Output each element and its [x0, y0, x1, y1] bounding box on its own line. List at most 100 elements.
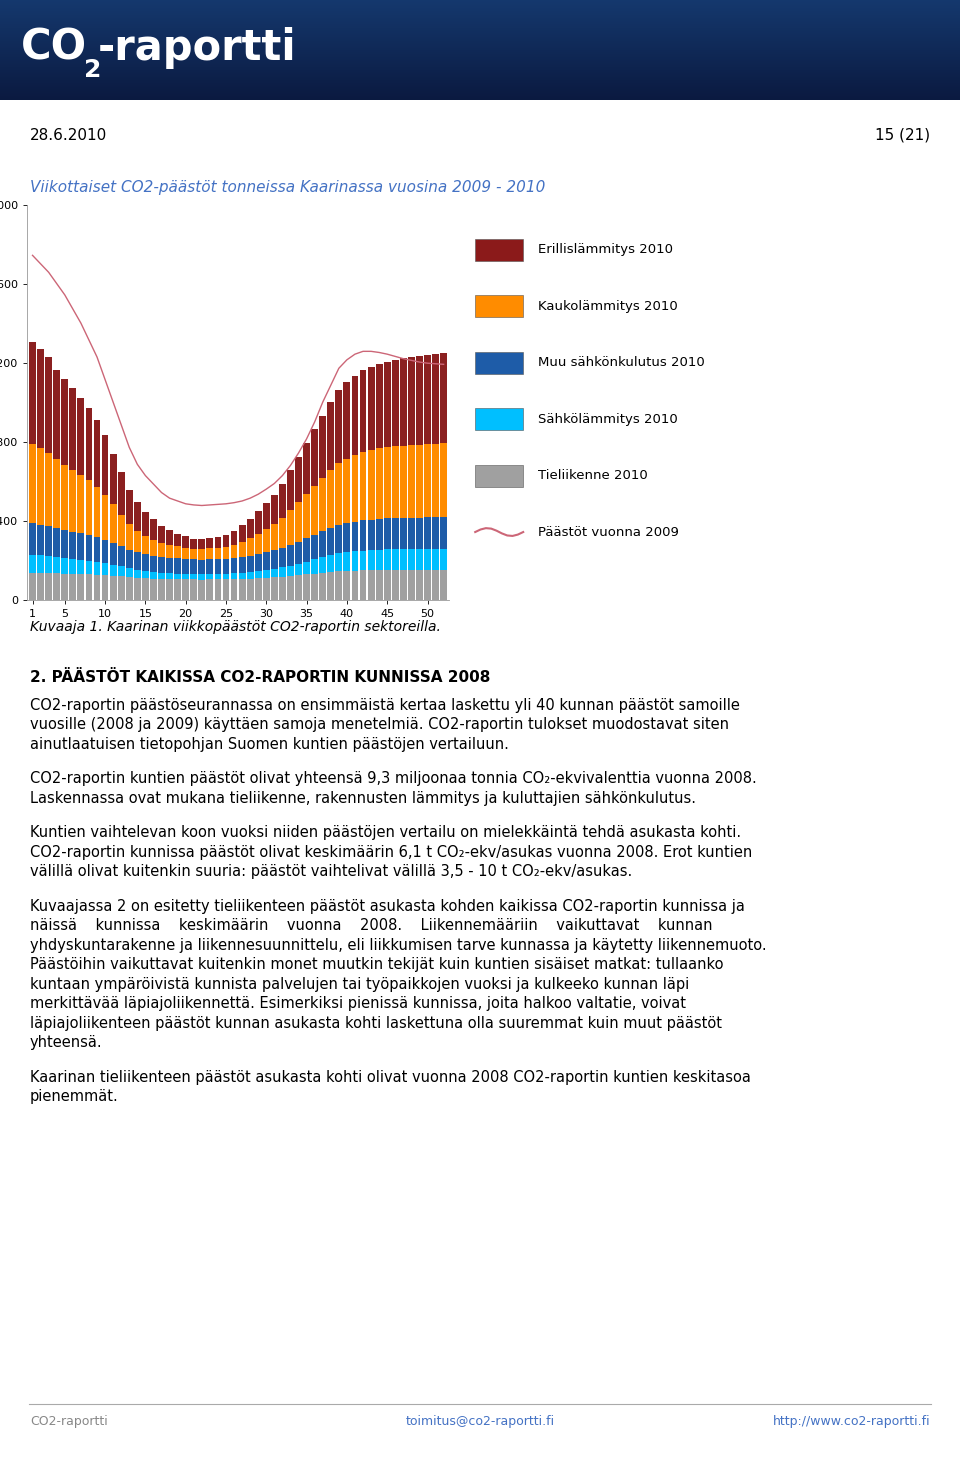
- Bar: [279, 567, 286, 577]
- Bar: [320, 558, 326, 572]
- Bar: [126, 549, 132, 568]
- Bar: [206, 574, 213, 580]
- Bar: [263, 569, 270, 578]
- Text: vuosille (2008 ja 2009) käyttäen samoja menetelmiä. CO2-raportin tulokset muodos: vuosille (2008 ja 2009) käyttäen samoja …: [30, 717, 729, 732]
- Text: Tieliikenne 2010: Tieliikenne 2010: [538, 468, 647, 482]
- Text: 2: 2: [84, 57, 102, 82]
- Bar: [190, 559, 197, 574]
- Text: Kuntien vaihtelevan koon vuoksi niiden päästöjen vertailu on mielekkäintä tehdä : Kuntien vaihtelevan koon vuoksi niiden p…: [30, 826, 741, 840]
- Bar: [344, 552, 350, 571]
- Bar: [287, 470, 294, 509]
- Bar: [133, 569, 141, 578]
- Bar: [392, 518, 398, 549]
- Bar: [182, 574, 189, 580]
- Bar: [335, 553, 343, 571]
- Bar: [118, 514, 125, 546]
- Bar: [271, 550, 277, 568]
- Bar: [190, 539, 197, 549]
- Bar: [384, 569, 391, 600]
- Bar: [247, 572, 253, 578]
- Bar: [223, 559, 229, 574]
- Bar: [432, 549, 439, 569]
- Bar: [351, 376, 358, 455]
- Bar: [61, 464, 68, 530]
- Bar: [311, 559, 318, 574]
- Bar: [142, 536, 149, 553]
- Bar: [69, 470, 76, 531]
- Bar: [327, 555, 334, 572]
- Bar: [400, 518, 407, 549]
- Text: pienemmät.: pienemmät.: [30, 1089, 119, 1104]
- Bar: [400, 359, 407, 445]
- Bar: [142, 512, 149, 536]
- Bar: [37, 555, 44, 572]
- Bar: [78, 398, 84, 474]
- Bar: [254, 578, 262, 600]
- Bar: [109, 454, 116, 505]
- Bar: [424, 517, 431, 549]
- Text: Kuvaajassa 2 on esitetty tieliikenteen päästöt asukasta kohden kaikissa CO2-rapo: Kuvaajassa 2 on esitetty tieliikenteen p…: [30, 899, 745, 914]
- Bar: [158, 556, 165, 572]
- Bar: [441, 549, 447, 569]
- Bar: [263, 578, 270, 600]
- Bar: [400, 549, 407, 569]
- Text: CO2-raportti: CO2-raportti: [30, 1416, 108, 1429]
- Bar: [475, 351, 523, 373]
- Bar: [384, 549, 391, 569]
- Bar: [351, 455, 358, 521]
- Text: kuntaan ympäröivistä kunnista palvelujen tai työpaikkojen vuoksi ja kulkeeko kun: kuntaan ympäröivistä kunnista palvelujen…: [30, 976, 689, 991]
- Bar: [126, 524, 132, 549]
- Text: yhdyskuntarakenne ja liikennesuunnittelu, eli liikkumisen tarve kunnassa ja käyt: yhdyskuntarakenne ja liikennesuunnittelu…: [30, 938, 767, 953]
- Bar: [311, 429, 318, 486]
- Bar: [295, 564, 302, 575]
- Bar: [424, 569, 431, 600]
- Text: CO: CO: [21, 26, 87, 69]
- Bar: [29, 555, 36, 572]
- Bar: [368, 520, 374, 550]
- Text: toimitus@co2-raportti.fi: toimitus@co2-raportti.fi: [405, 1416, 555, 1429]
- Bar: [199, 549, 205, 559]
- Bar: [271, 495, 277, 524]
- Text: CO2-raportin päästöseurannassa on ensimmäistä kertaa laskettu yli 40 kunnan pääs: CO2-raportin päästöseurannassa on ensimm…: [30, 698, 740, 713]
- Bar: [158, 572, 165, 578]
- Bar: [102, 564, 108, 575]
- Bar: [368, 569, 374, 600]
- Bar: [360, 452, 367, 520]
- Bar: [190, 549, 197, 559]
- Bar: [78, 559, 84, 574]
- Bar: [206, 559, 213, 574]
- Bar: [295, 575, 302, 600]
- Bar: [271, 568, 277, 577]
- Bar: [206, 549, 213, 559]
- Bar: [416, 356, 422, 445]
- Bar: [475, 466, 523, 486]
- Text: ainutlaatuisen tietopohjan Suomen kuntien päästöjen vertailuun.: ainutlaatuisen tietopohjan Suomen kuntie…: [30, 736, 509, 752]
- Bar: [408, 357, 415, 445]
- Bar: [279, 577, 286, 600]
- Bar: [29, 523, 36, 555]
- Bar: [199, 574, 205, 580]
- Bar: [230, 580, 237, 600]
- Bar: [142, 578, 149, 600]
- Bar: [303, 493, 310, 539]
- Bar: [174, 574, 181, 580]
- Bar: [287, 565, 294, 575]
- Bar: [327, 572, 334, 600]
- Bar: [230, 574, 237, 580]
- Bar: [206, 537, 213, 549]
- Bar: [69, 559, 76, 574]
- Bar: [271, 577, 277, 600]
- Bar: [327, 470, 334, 529]
- Bar: [295, 502, 302, 542]
- Bar: [118, 577, 125, 600]
- Bar: [150, 572, 156, 578]
- Bar: [254, 571, 262, 578]
- Bar: [174, 558, 181, 574]
- Bar: [432, 569, 439, 600]
- Bar: [54, 558, 60, 574]
- Text: 15 (21): 15 (21): [875, 127, 930, 143]
- Text: Päästöihin vaikuttavat kuitenkin monet muutkin tekijät kuin kuntien sisäiset mat: Päästöihin vaikuttavat kuitenkin monet m…: [30, 957, 724, 972]
- Text: 2. PÄÄSTÖT KAIKISSA CO2-RAPORTIN KUNNISSA 2008: 2. PÄÄSTÖT KAIKISSA CO2-RAPORTIN KUNNISS…: [30, 671, 491, 685]
- Bar: [158, 526, 165, 543]
- Bar: [166, 558, 173, 572]
